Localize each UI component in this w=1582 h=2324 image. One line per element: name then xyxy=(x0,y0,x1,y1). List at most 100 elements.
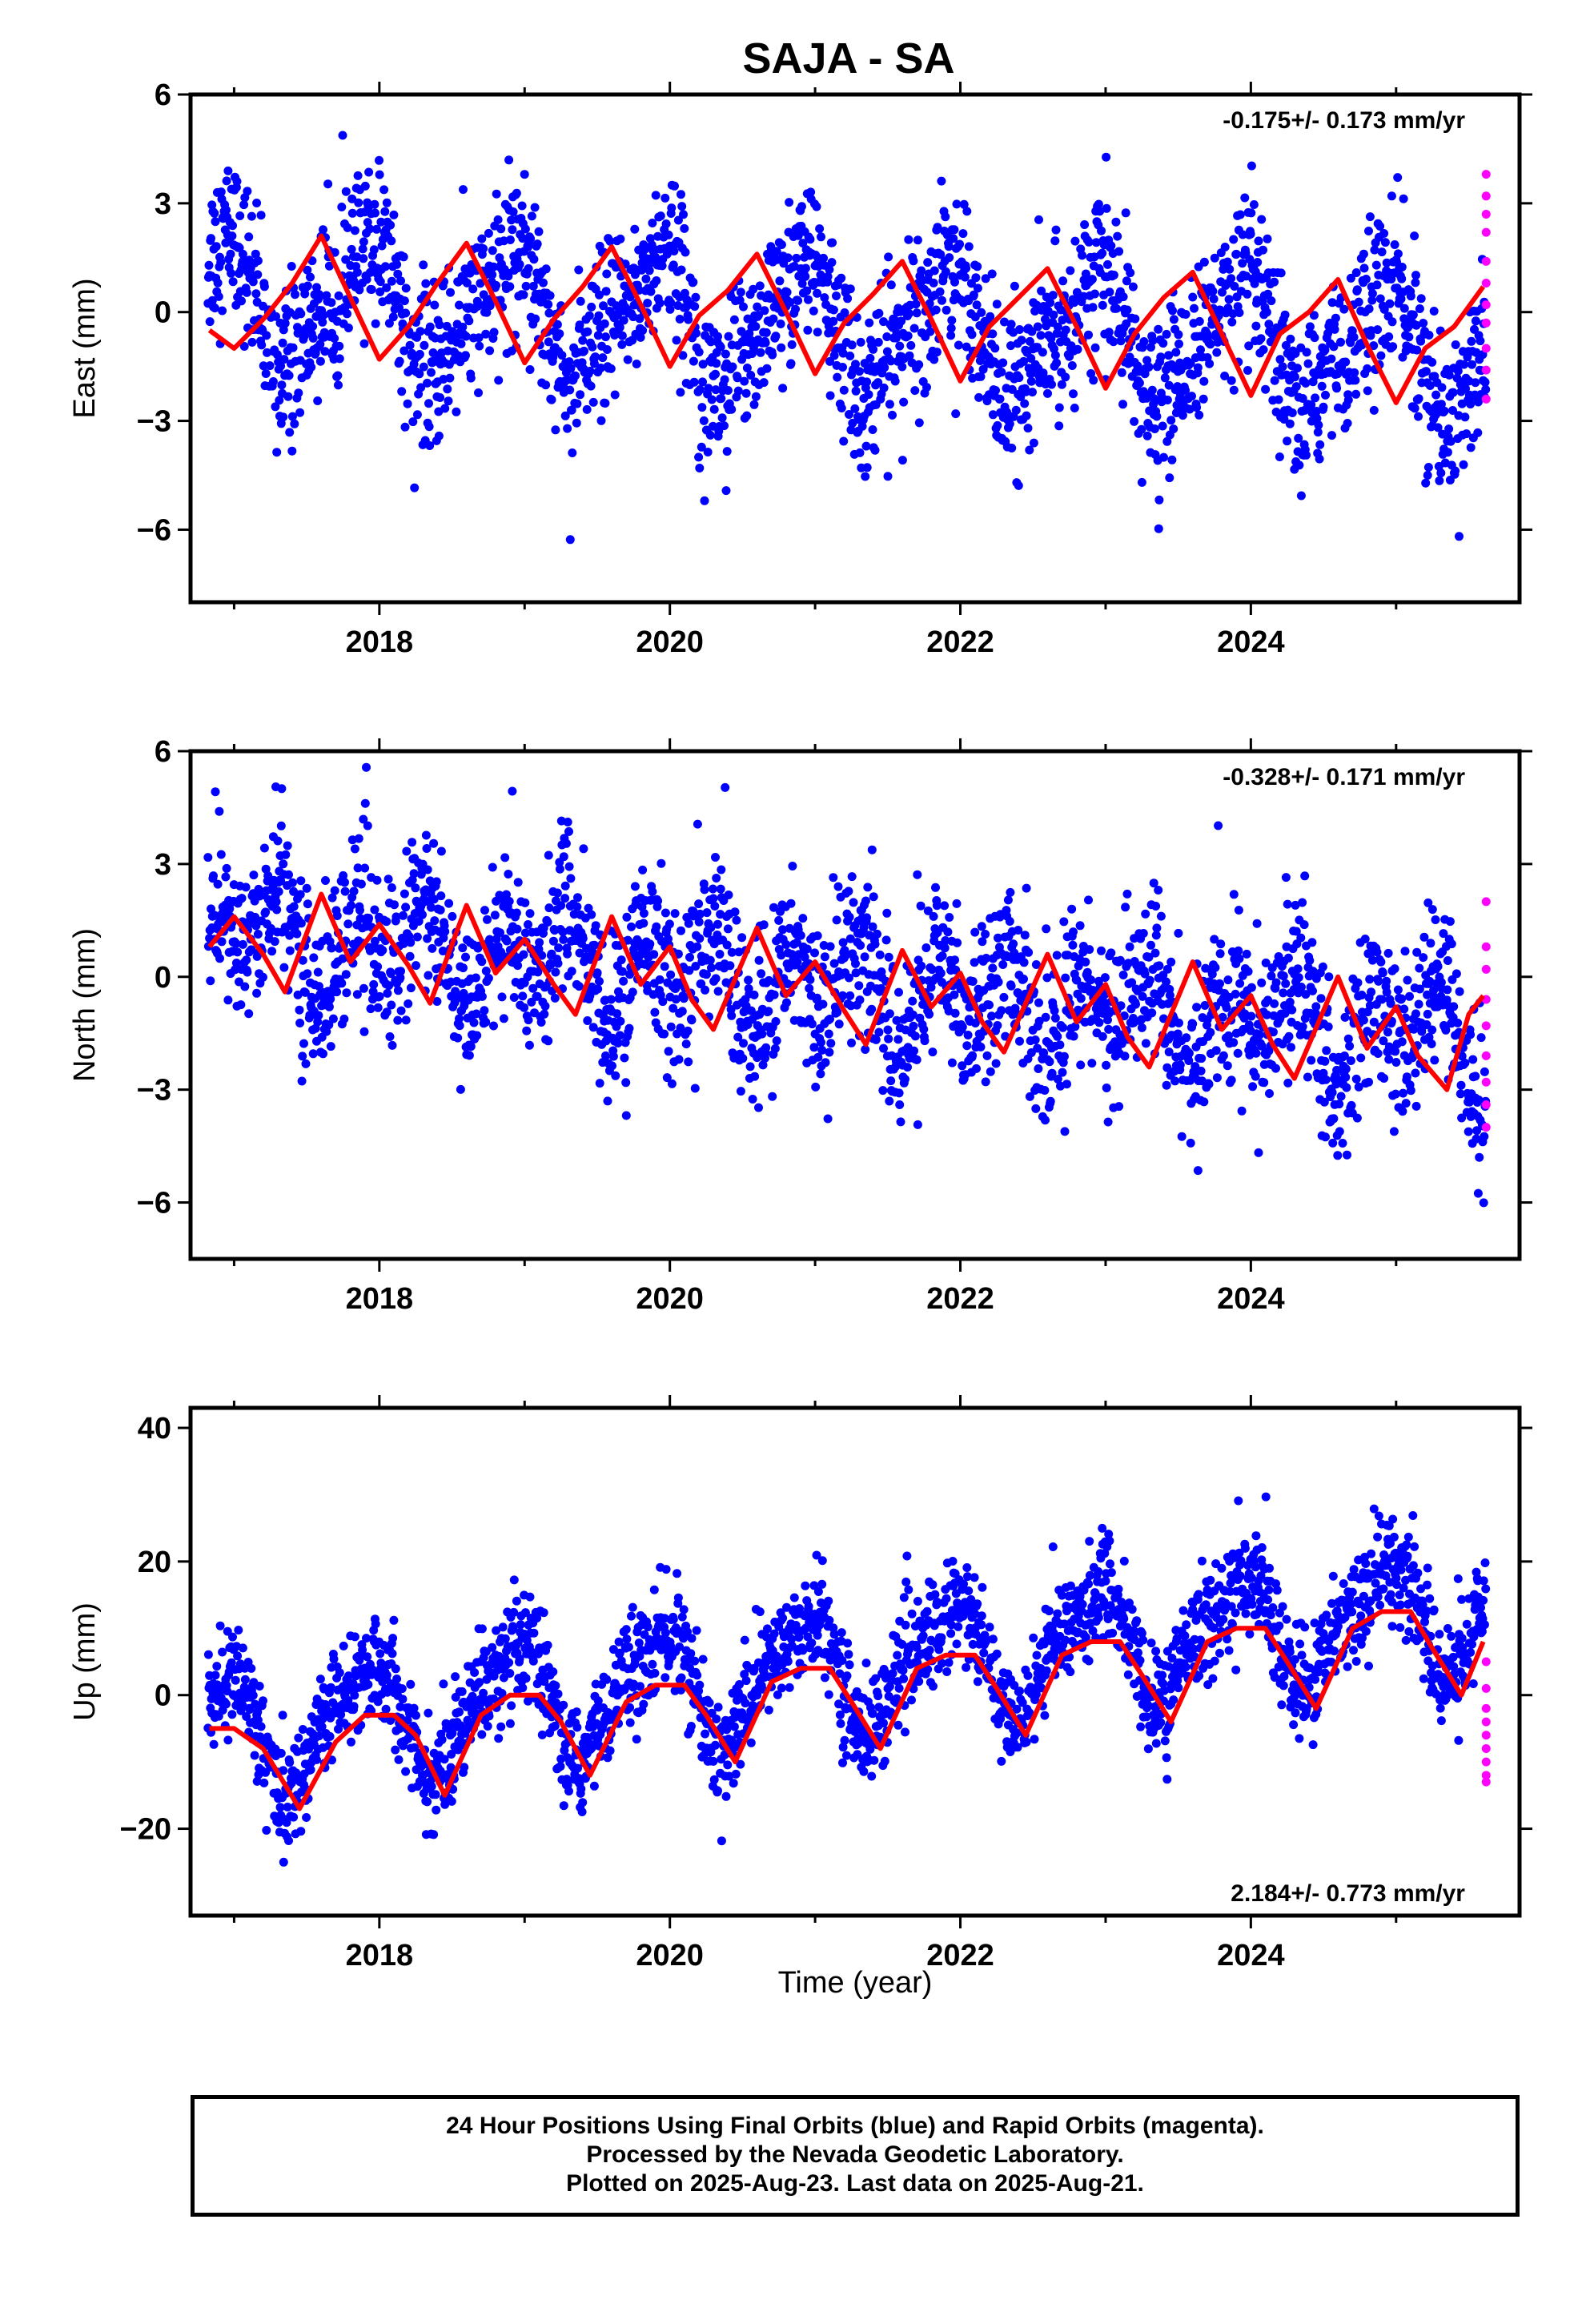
data-point xyxy=(1009,939,1018,949)
data-point xyxy=(566,364,576,373)
data-point xyxy=(1112,304,1121,313)
data-point xyxy=(796,931,805,940)
data-point xyxy=(1224,1031,1233,1040)
data-point xyxy=(861,472,870,481)
data-point xyxy=(1072,975,1082,985)
data-point xyxy=(1141,909,1150,919)
data-point xyxy=(319,1049,327,1059)
data-point xyxy=(235,977,243,987)
data-point xyxy=(430,916,440,926)
data-point xyxy=(1127,978,1137,987)
data-point xyxy=(988,410,998,420)
data-point xyxy=(664,1047,673,1056)
data-point xyxy=(940,901,950,911)
data-point xyxy=(481,329,491,339)
data-point xyxy=(1408,310,1418,320)
data-point xyxy=(272,448,282,457)
data-point xyxy=(1024,947,1034,957)
data-point xyxy=(1359,263,1369,273)
data-point xyxy=(1246,229,1255,239)
data-point xyxy=(855,448,865,457)
data-point xyxy=(706,337,716,347)
data-point xyxy=(1078,292,1088,301)
data-point xyxy=(234,1626,243,1634)
data-point xyxy=(720,421,729,431)
data-point xyxy=(1332,1065,1342,1075)
data-point xyxy=(1301,379,1311,388)
data-point xyxy=(605,236,615,246)
data-point xyxy=(1343,1034,1353,1043)
data-point xyxy=(1443,985,1452,995)
data-point xyxy=(730,907,740,917)
data-point xyxy=(534,227,544,236)
data-point xyxy=(771,1017,781,1026)
data-point xyxy=(547,395,556,404)
data-point xyxy=(1116,1001,1126,1011)
data-point xyxy=(544,300,553,309)
data-point xyxy=(943,927,953,937)
data-point xyxy=(1453,366,1463,376)
data-point xyxy=(1437,383,1447,392)
data-point xyxy=(1111,217,1121,227)
data-point xyxy=(1130,314,1140,324)
data-point xyxy=(247,211,256,221)
data-point xyxy=(817,1038,825,1047)
data-point xyxy=(1455,532,1464,541)
data-point xyxy=(648,219,657,227)
data-point xyxy=(739,302,748,312)
data-point xyxy=(287,412,297,421)
data-point xyxy=(284,870,293,879)
data-point xyxy=(524,1040,534,1050)
data-point xyxy=(1193,363,1203,372)
data-point xyxy=(364,914,374,923)
data-point xyxy=(930,355,939,364)
data-point xyxy=(613,1039,623,1047)
data-point xyxy=(482,308,492,317)
data-point xyxy=(308,322,318,331)
data-point xyxy=(606,364,616,373)
data-point xyxy=(1022,411,1031,420)
data-point xyxy=(455,300,464,310)
data-point xyxy=(1109,337,1118,347)
data-point xyxy=(235,211,245,220)
data-point xyxy=(787,340,797,349)
data-point xyxy=(632,360,641,368)
data-point xyxy=(475,341,484,351)
data-point xyxy=(250,1751,259,1760)
data-point xyxy=(1291,382,1301,392)
data-point xyxy=(1316,994,1326,1003)
data-point xyxy=(1480,1132,1489,1141)
data-point xyxy=(315,340,325,349)
data-point xyxy=(823,1114,833,1124)
rapid-point xyxy=(1481,278,1491,287)
data-point xyxy=(687,1015,697,1025)
data-point xyxy=(689,277,698,287)
data-point xyxy=(1066,266,1075,275)
data-point xyxy=(204,260,214,270)
data-point xyxy=(938,296,946,305)
data-point xyxy=(315,356,325,366)
data-point xyxy=(1468,360,1476,369)
data-point xyxy=(537,951,547,960)
data-point xyxy=(676,1023,685,1033)
data-point xyxy=(1229,1038,1239,1047)
data-point xyxy=(1171,348,1181,357)
data-point xyxy=(1298,1022,1307,1031)
data-point xyxy=(1054,403,1064,412)
data-point xyxy=(1335,1100,1344,1109)
data-point xyxy=(1263,234,1272,243)
data-point xyxy=(1300,871,1310,881)
data-point xyxy=(531,314,540,324)
data-point xyxy=(932,348,942,357)
data-point xyxy=(1367,296,1377,305)
data-point xyxy=(1162,396,1172,404)
data-point xyxy=(837,273,846,283)
data-point xyxy=(403,399,412,408)
data-point xyxy=(1391,1089,1400,1099)
data-point xyxy=(1257,1041,1267,1051)
data-point xyxy=(951,409,961,419)
data-point xyxy=(1311,1002,1321,1011)
y-tick-label: 3 xyxy=(155,187,171,221)
data-point xyxy=(802,944,812,954)
